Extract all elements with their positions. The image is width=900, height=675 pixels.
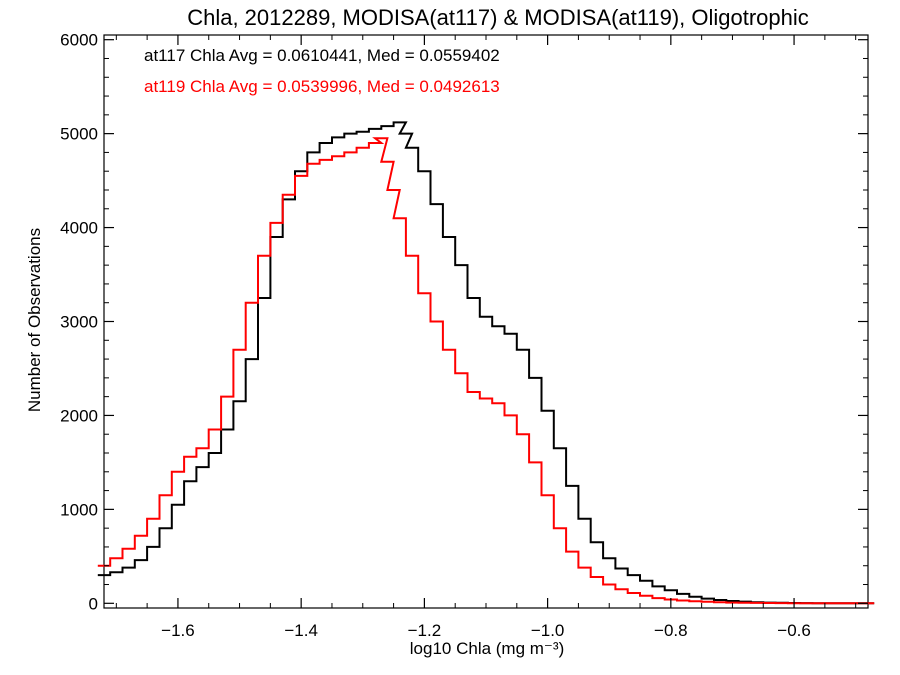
y-axis-label: Number of Observations: [25, 228, 44, 412]
y-tick-label: 6000: [60, 31, 98, 50]
y-axis: 0 1000 2000 3000 4000 5000 6000: [60, 31, 868, 613]
x-axis: −1.6 −1.4 −1.2 −1.0 −0.8 −0.6: [115, 35, 857, 640]
series-line-0: [97, 121, 875, 605]
series-line-1: [97, 137, 875, 605]
x-tick-label: −1.4: [284, 621, 318, 640]
y-tick-label: 0: [89, 594, 98, 613]
chart-title: Chla, 2012289, MODISA(at117) & MODISA(at…: [187, 5, 809, 30]
series-group: [97, 121, 875, 605]
legend-entry-at117: at117 Chla Avg = 0.0610441, Med = 0.0559…: [144, 46, 500, 65]
x-tick-label: −1.0: [531, 621, 565, 640]
y-tick-label: 5000: [60, 125, 98, 144]
x-tick-label: −0.6: [777, 621, 811, 640]
y-tick-label: 3000: [60, 313, 98, 332]
legend-entry-at119: at119 Chla Avg = 0.0539996, Med = 0.0492…: [144, 77, 500, 96]
plot-border: [103, 34, 869, 609]
plot-frame: [103, 34, 869, 609]
y-tick-label: 4000: [60, 219, 98, 238]
y-tick-label: 2000: [60, 406, 98, 425]
y-tick-label: 1000: [60, 500, 98, 519]
x-axis-label: log10 Chla (mg m⁻³): [410, 639, 564, 658]
x-tick-label: −1.6: [161, 621, 195, 640]
x-tick-label: −1.2: [408, 621, 442, 640]
x-tick-label: −0.8: [654, 621, 688, 640]
